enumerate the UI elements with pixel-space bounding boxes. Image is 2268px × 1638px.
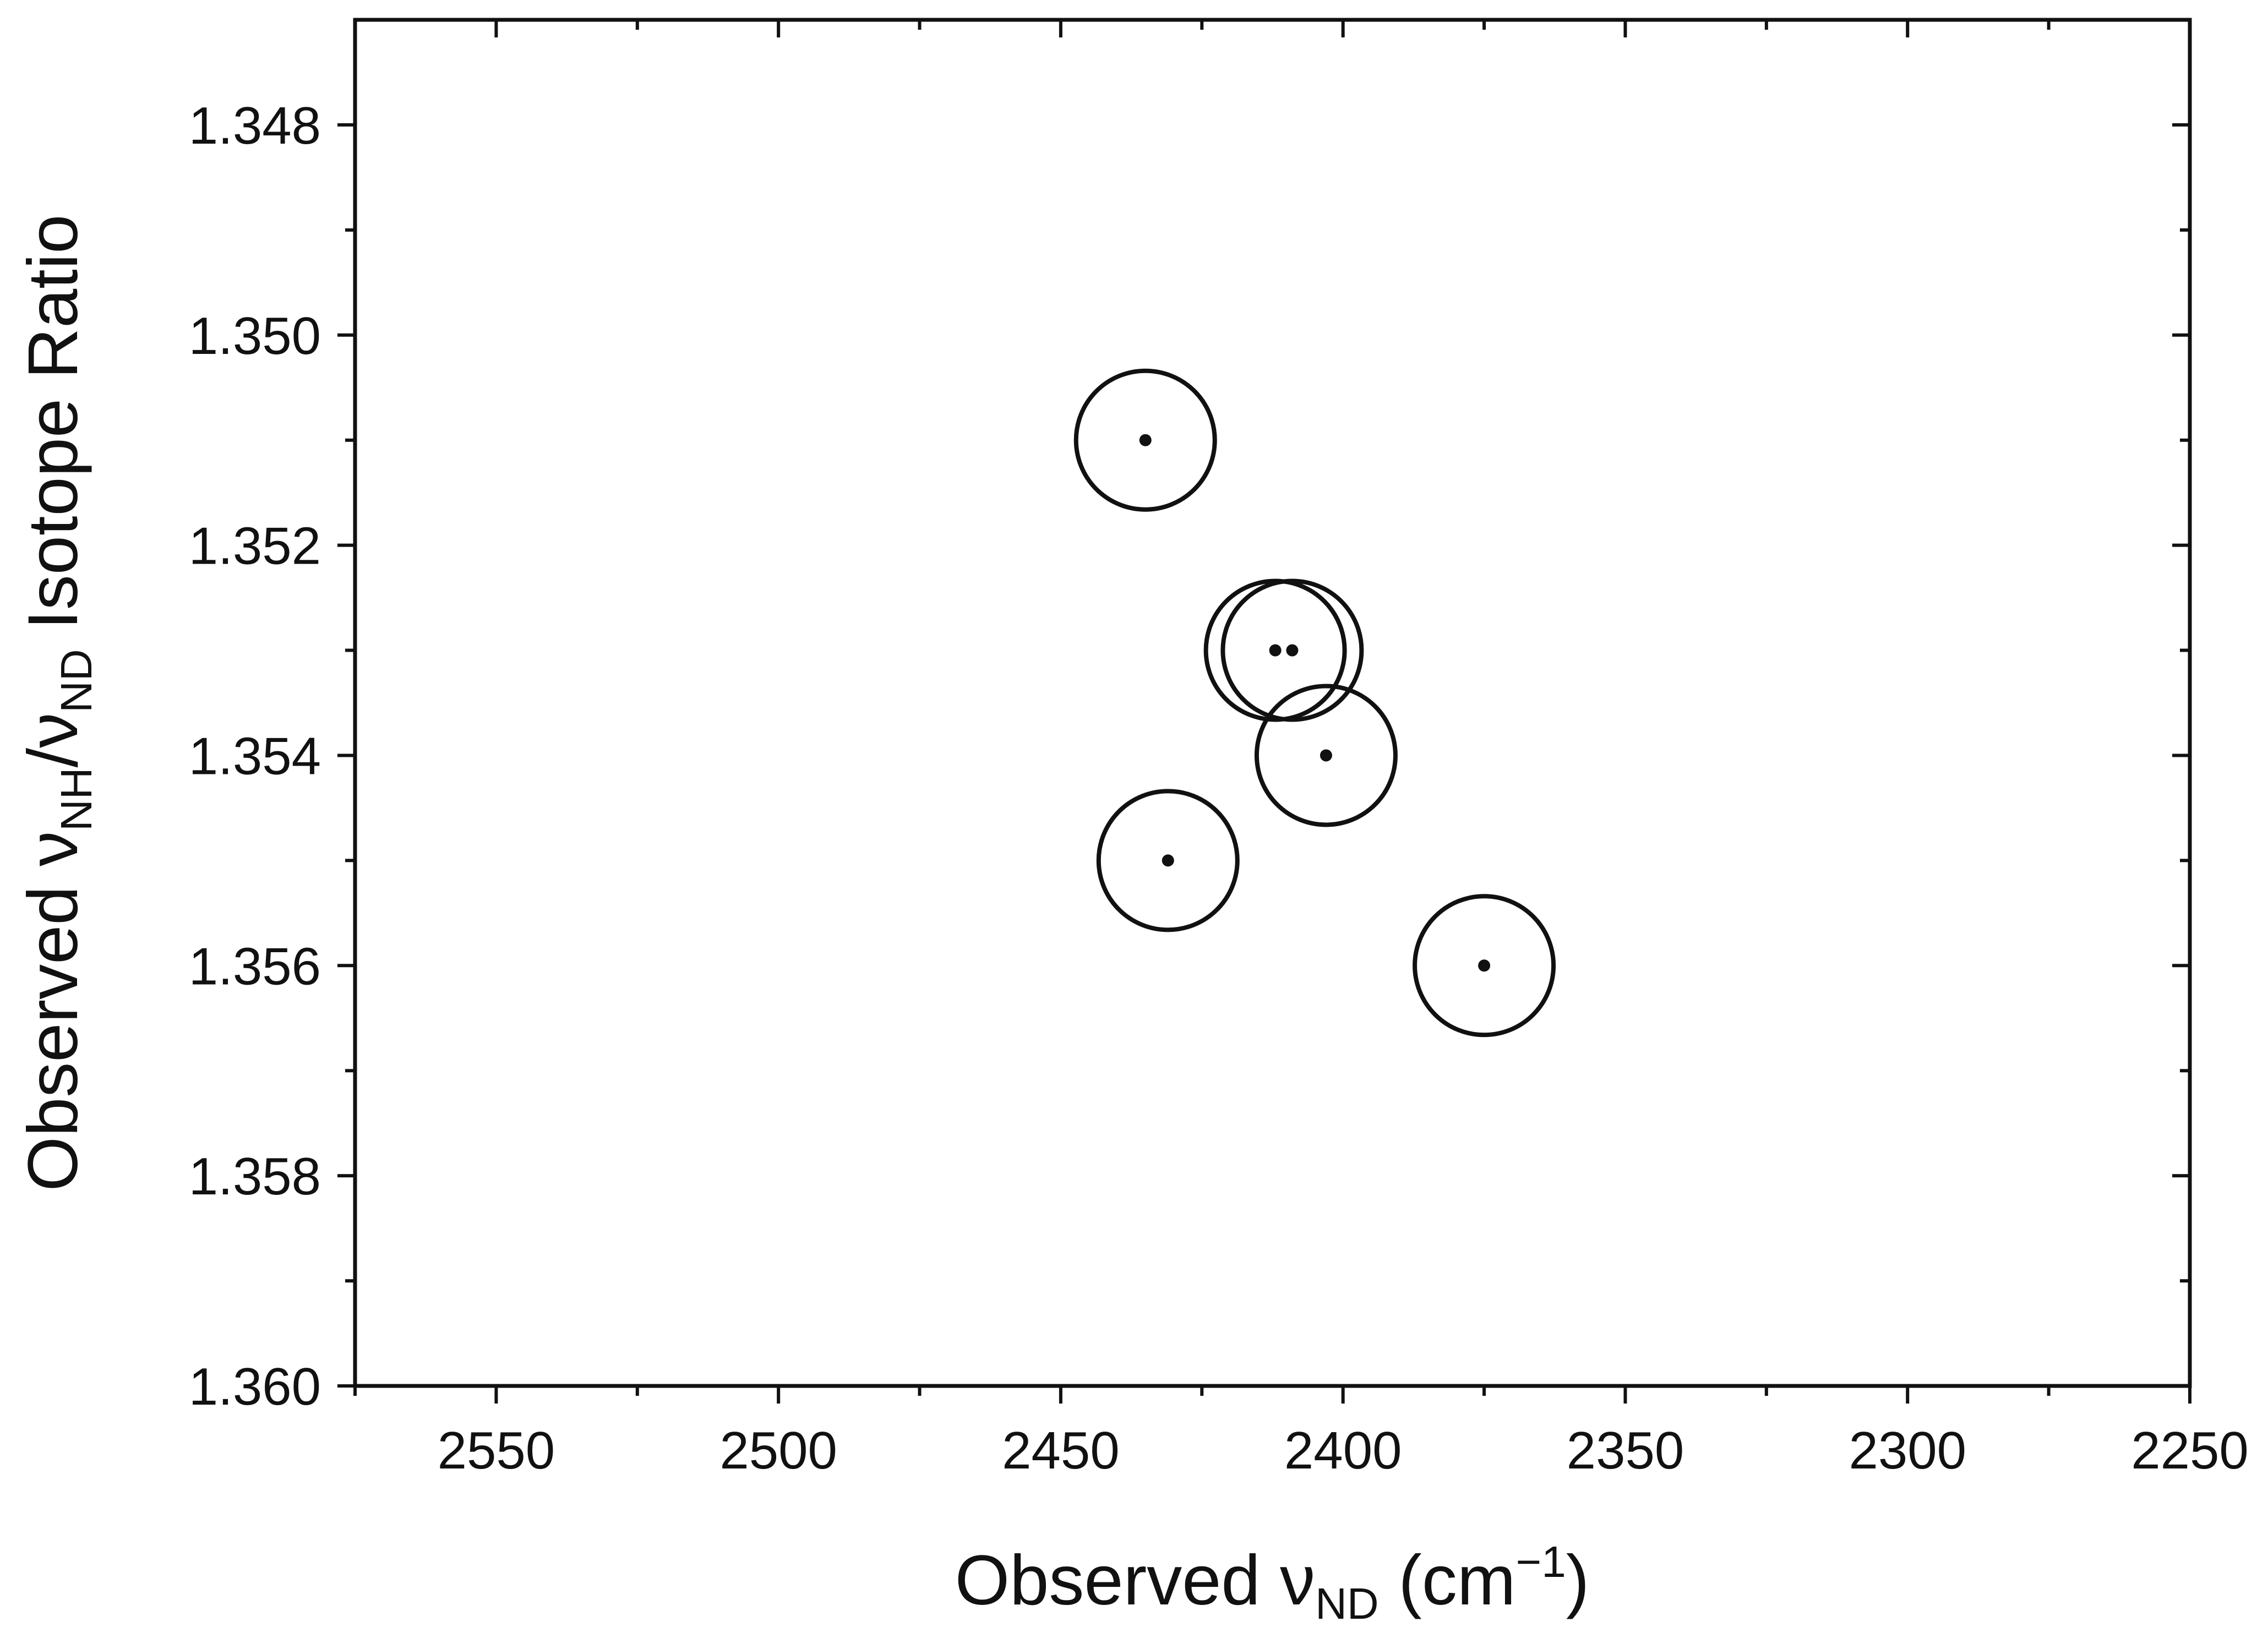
data-points bbox=[1073, 368, 1556, 1038]
scatter-point-center-dot bbox=[1162, 854, 1174, 867]
scatter-point-center-dot bbox=[1320, 749, 1332, 762]
scatter-point-center-dot bbox=[1139, 434, 1152, 446]
y-tick-label: 1.350 bbox=[189, 307, 321, 365]
x-tick-label: 2450 bbox=[1002, 1421, 1120, 1480]
y-tick-label: 1.360 bbox=[189, 1357, 321, 1416]
x-tick-label: 2300 bbox=[1849, 1421, 1966, 1480]
y-tick-label: 1.348 bbox=[189, 96, 321, 155]
y-axis-title: Observed νNH/νND Isotope Ratio bbox=[14, 215, 101, 1192]
x-tick-label: 2550 bbox=[438, 1421, 555, 1480]
scatter-point-circle bbox=[1413, 894, 1556, 1038]
y-tick-label: 1.358 bbox=[189, 1147, 321, 1206]
scatter-point-circle bbox=[1254, 684, 1398, 827]
x-axis-ticks: 2550 2500 2450 2400 2350 2300 2250 bbox=[353, 20, 2249, 1480]
x-tick-label: 2350 bbox=[1567, 1421, 1684, 1480]
scatter-point-center-dot bbox=[1286, 644, 1299, 657]
scatter-point-circle bbox=[1096, 789, 1240, 932]
y-axis-ticks: 1.348 1.350 1.352 1.354 1.356 1.358 1.360 bbox=[189, 96, 2190, 1416]
y-tick-label: 1.356 bbox=[189, 937, 321, 996]
x-axis-title: Observed νND (cm−1) bbox=[955, 1537, 1590, 1628]
x-tick-label: 2500 bbox=[719, 1421, 837, 1480]
plot-frame bbox=[353, 18, 2192, 1388]
x-tick-label: 2400 bbox=[1284, 1421, 1402, 1480]
y-tick-label: 1.354 bbox=[189, 727, 321, 785]
x-tick-label: 2250 bbox=[2131, 1421, 2249, 1480]
scatter-point-center-dot bbox=[1269, 644, 1282, 657]
scatter-point-circle bbox=[1220, 578, 1364, 722]
scatter-point-center-dot bbox=[1478, 959, 1491, 972]
y-tick-label: 1.352 bbox=[189, 517, 321, 576]
scatter-point-circle bbox=[1073, 368, 1217, 512]
